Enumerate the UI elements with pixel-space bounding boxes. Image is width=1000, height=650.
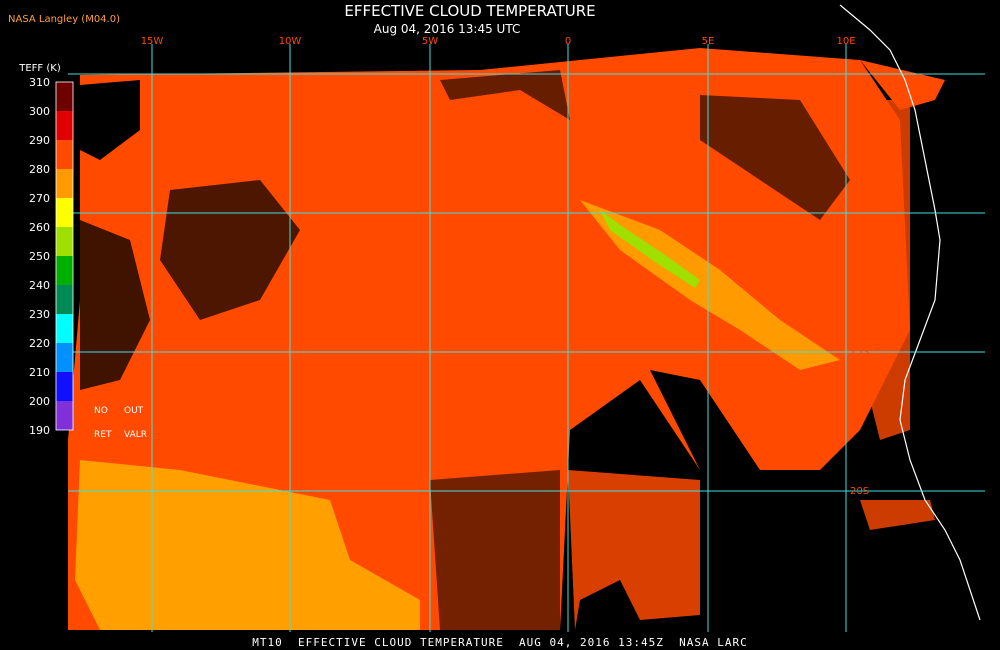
legend-tick-label: 260 <box>29 221 50 234</box>
longitude-label: 10W <box>279 36 302 47</box>
legend-swatch <box>56 169 73 198</box>
legend-swatch <box>56 198 73 227</box>
cloud-region <box>860 60 945 110</box>
footer: MT10 EFFECTIVE CLOUD TEMPERATURE AUG 04,… <box>252 636 747 649</box>
warm-cloud-region <box>75 460 420 630</box>
latitude-label: 20S <box>850 486 869 497</box>
legend-swatch <box>56 111 73 140</box>
title: EFFECTIVE CLOUD TEMPERATURE <box>344 2 595 20</box>
cold-cloud-band <box>600 210 700 288</box>
clear-sky <box>80 220 150 390</box>
legend-note: RET <box>94 430 112 440</box>
legend-title: TEFF (K) <box>18 63 61 74</box>
legend-tick-label: 200 <box>29 395 50 408</box>
coastline <box>839 4 981 621</box>
legend-tick-label: 300 <box>29 105 50 118</box>
legend-frame <box>55 81 74 431</box>
longitude-label: 10E <box>836 36 855 47</box>
latitude-label: 15S <box>850 347 869 358</box>
legend-tick-label: 190 <box>29 424 50 437</box>
clear-sky <box>440 70 570 120</box>
legend-swatch <box>56 401 73 430</box>
cloud-region <box>568 470 700 630</box>
clear-sky <box>650 370 760 470</box>
legend-note: OUT <box>124 406 144 416</box>
clear-sky <box>430 470 560 630</box>
legend-tick-label: 220 <box>29 337 50 350</box>
legend-tick-label: 290 <box>29 134 50 147</box>
legend-tick-label: 210 <box>29 366 50 379</box>
legend-tick-label: 310 <box>29 76 50 89</box>
longitude-label: 15W <box>141 36 164 47</box>
graticule <box>68 44 985 632</box>
cloud-region <box>860 500 935 530</box>
legend-swatch <box>56 82 73 111</box>
longitude-label: 5E <box>702 36 715 47</box>
legend-swatch <box>56 227 73 256</box>
cloud-region <box>860 100 910 440</box>
clear-sky <box>160 180 300 320</box>
timestamp: Aug 04, 2016 13:45 UTC <box>374 22 521 36</box>
legend-tick-label: 240 <box>29 279 50 292</box>
clear-sky <box>80 80 140 160</box>
legend-swatch <box>56 285 73 314</box>
cloud-region <box>68 48 910 630</box>
legend-tick-label: 230 <box>29 308 50 321</box>
legend-tick-label: 280 <box>29 163 50 176</box>
source-label: NASA Langley (M04.0) <box>8 14 120 25</box>
legend-swatch <box>56 256 73 285</box>
legend: 310 300 290 280 270 260 250 240 230 220 210 200 190 N… <box>29 76 147 440</box>
legend-swatch <box>56 372 73 401</box>
legend-tick-label: 250 <box>29 250 50 263</box>
legend-swatch <box>56 343 73 372</box>
legend-swatch <box>56 314 73 343</box>
legend-note: NO <box>94 406 108 416</box>
cloud-field <box>68 48 945 630</box>
legend-tick-label: 270 <box>29 192 50 205</box>
legend-swatch <box>56 140 73 169</box>
clear-sky <box>700 95 850 220</box>
longitude-label: 5W <box>422 36 438 47</box>
legend-note: VALR <box>124 430 147 440</box>
longitude-label: 0 <box>565 36 571 47</box>
